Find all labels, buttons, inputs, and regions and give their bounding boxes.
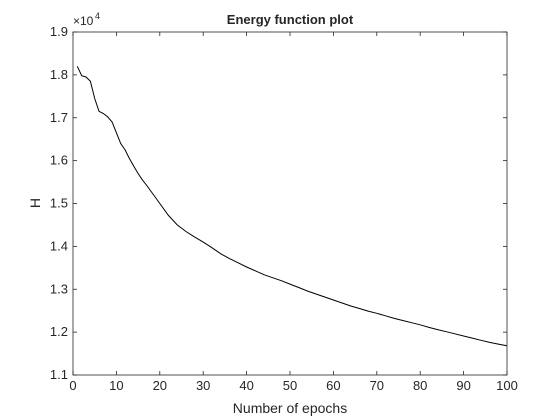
series-layer xyxy=(76,66,508,347)
x-tick-label: 90 xyxy=(456,378,470,393)
y-axis-exponent: ×10 4 xyxy=(73,11,100,28)
x-tick-label: 0 xyxy=(69,378,76,393)
x-tick-label: 50 xyxy=(283,378,297,393)
x-tick-label: 30 xyxy=(196,378,210,393)
y-exponent-power: 4 xyxy=(95,11,100,21)
y-axis-label: H xyxy=(27,198,43,208)
x-axis-ticks: 0 10 20 30 40 50 60 70 80 90 100 xyxy=(69,32,518,393)
y-tick-label: 1.5 xyxy=(50,196,68,211)
y-exponent-base: ×10 xyxy=(73,14,94,28)
y-tick-label: 1.8 xyxy=(50,67,68,82)
series-line xyxy=(76,66,508,347)
x-tick-label: 100 xyxy=(496,378,518,393)
x-tick-label: 70 xyxy=(370,378,384,393)
plot-area xyxy=(73,32,507,375)
x-tick-label: 20 xyxy=(153,378,167,393)
x-tick-label: 80 xyxy=(413,378,427,393)
y-tick-label: 1.2 xyxy=(50,324,68,339)
y-tick-label: 1.3 xyxy=(50,281,68,296)
y-tick-label: 1.9 xyxy=(50,24,68,39)
y-tick-label: 1.1 xyxy=(50,367,68,382)
y-tick-label: 1.7 xyxy=(50,110,68,125)
x-tick-label: 40 xyxy=(239,378,253,393)
axes-box xyxy=(72,31,508,376)
y-tick-label: 1.4 xyxy=(50,238,68,253)
chart-title: Energy function plot xyxy=(227,12,354,27)
x-tick-label: 10 xyxy=(109,378,123,393)
x-tick-label: 60 xyxy=(326,378,340,393)
y-axis-ticks: 1.1 1.2 1.3 1.4 1.5 1.6 1.7 1.8 1.9 xyxy=(50,24,507,382)
y-tick-label: 1.6 xyxy=(50,153,68,168)
x-axis-label: Number of epochs xyxy=(233,400,347,416)
